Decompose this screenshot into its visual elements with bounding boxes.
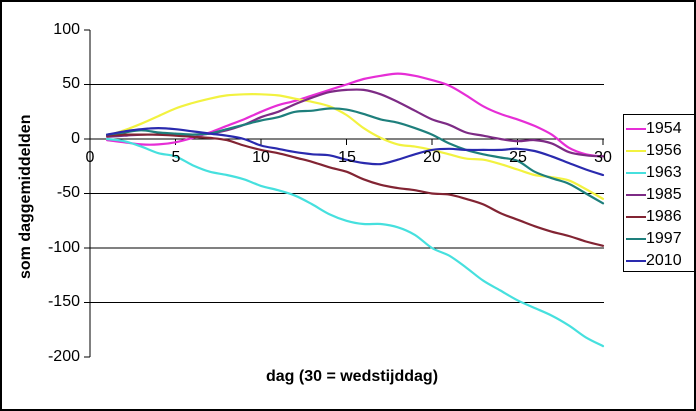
legend-label: 1986	[646, 208, 682, 225]
legend-line-swatch	[626, 128, 646, 130]
x-tick-label: 5	[171, 149, 181, 166]
legend-label: 1954	[646, 120, 682, 137]
y-tick-label: -50	[56, 184, 80, 201]
legend-line-swatch	[626, 194, 646, 196]
legend-item-1985: 1985	[624, 184, 694, 206]
x-tick-label: 25	[509, 149, 527, 166]
y-tick-label: 50	[62, 75, 80, 92]
y-tick-label: -200	[47, 348, 80, 365]
legend-item-1986: 1986	[624, 206, 694, 228]
series-line-1997	[106, 107, 605, 205]
legend-item-1963: 1963	[624, 162, 694, 184]
y-tick-label: 0	[71, 130, 80, 147]
x-tick-label: 15	[338, 149, 356, 166]
legend-label: 1997	[646, 230, 682, 247]
y-tick-label: -150	[47, 293, 80, 310]
series-line-2010	[106, 127, 605, 177]
legend-item-2010: 2010	[624, 250, 694, 272]
legend-line-swatch	[626, 260, 646, 262]
legend-line-swatch	[626, 172, 646, 174]
x-axis-title: dag (30 = wedstijddag)	[265, 368, 439, 385]
x-tick-label: 0	[85, 149, 95, 166]
y-tick-label: 100	[53, 21, 80, 38]
x-tick-label: 30	[594, 149, 612, 166]
x-tick-label: 20	[423, 149, 441, 166]
legend-line-swatch	[626, 216, 646, 218]
legend-item-1954: 1954	[624, 118, 694, 140]
legend-label: 1963	[646, 164, 682, 181]
series-line-1954	[106, 72, 605, 158]
legend-line-swatch	[626, 150, 646, 152]
series-line-1986	[106, 133, 605, 247]
legend: 1954 1956 1963 1985 1986 1997 2010	[623, 114, 694, 272]
legend-label: 1956	[646, 142, 682, 159]
x-tick-label: 10	[252, 149, 270, 166]
legend-label: 2010	[646, 252, 682, 269]
legend-line-swatch	[626, 238, 646, 240]
legend-label: 1985	[646, 186, 682, 203]
y-tick-label: -100	[47, 239, 80, 256]
series-line-1956	[106, 93, 605, 200]
legend-item-1997: 1997	[624, 228, 694, 250]
y-axis-title: som daggemiddelden	[17, 114, 34, 279]
series-line-1963	[106, 137, 605, 348]
legend-item-1956: 1956	[624, 140, 694, 162]
